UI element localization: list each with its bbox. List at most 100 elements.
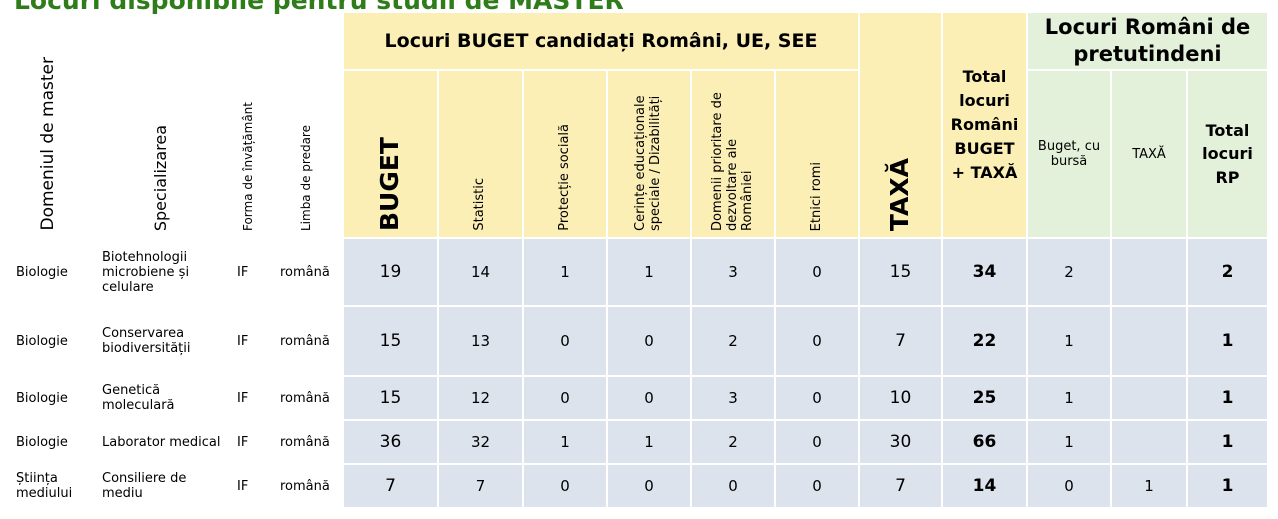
column-header: Total locuri RP [1188, 71, 1267, 237]
text-cell: Biologie [16, 434, 68, 450]
text-cell: Conservarea biodiversității [102, 326, 191, 356]
text-cell: română [280, 434, 330, 450]
number-cell: 0 [692, 465, 774, 507]
column-header-text: Statistic [472, 178, 488, 231]
text-cell: română [280, 478, 330, 494]
number-cell: 0 [776, 307, 858, 375]
number-cell: 3 [692, 239, 774, 305]
header-row: Domeniul de master Specializarea Forma de … [2, 13, 1267, 237]
text-cell: IF [237, 333, 249, 349]
header-row: BUGET Statistic Protecție socială Cerințe e… [2, 71, 1267, 237]
column-header: TAXĂ [1112, 71, 1186, 237]
number-cell: 14 [943, 465, 1026, 507]
number-cell: 7 [860, 465, 941, 507]
column-header: Protecție socială [524, 71, 606, 237]
number-cell: 15 [860, 239, 941, 305]
text-cell: Biotehnologii microbiene și celulare [102, 249, 190, 295]
places-table: Domeniul de master Specializarea Forma de … [0, 11, 1269, 509]
column-header: Total locuri Români BUGET + TAXĂ [943, 13, 1026, 237]
text-cell: Biologie [16, 333, 68, 349]
number-cell: 0 [608, 377, 690, 419]
column-header-text: TAXĂ [885, 157, 915, 231]
column-header: BUGET [344, 71, 437, 237]
text-cell: Biologie [16, 390, 68, 406]
text-cell: IF [237, 390, 249, 406]
number-cell: 7 [344, 465, 437, 507]
page-title: Locuri disponibile pentru studii de MAST… [14, 0, 624, 15]
column-header: Limba de predare [272, 13, 342, 237]
number-cell: 12 [439, 377, 522, 419]
column-header: TAXĂ [860, 13, 941, 237]
column-header-text: Domenii prioritare de dezvoltare ale Rom… [709, 92, 755, 231]
number-cell: 7 [860, 307, 941, 375]
group-header: Locuri Români de pretutindeni [1028, 13, 1267, 69]
number-cell [1112, 421, 1186, 463]
text-cell: Consiliere de mediu [102, 471, 187, 501]
number-cell: 13 [439, 307, 522, 375]
number-cell: 66 [943, 421, 1026, 463]
text-cell: română [280, 333, 330, 349]
column-header: Domeniul de master [2, 13, 95, 237]
number-cell: 0 [776, 465, 858, 507]
number-cell: 0 [608, 465, 690, 507]
number-cell: 1 [1028, 421, 1110, 463]
number-cell: 2 [692, 307, 774, 375]
number-cell: 1 [1188, 421, 1267, 463]
text-cell: IF [237, 434, 249, 450]
number-cell: 0 [776, 377, 858, 419]
text-cell: IF [237, 264, 249, 280]
group-header: Locuri BUGET candidați Români, UE, SEE [344, 13, 858, 69]
number-cell: 10 [860, 377, 941, 419]
data-row: Știința mediului Consiliere de mediu IF rom… [2, 465, 1267, 507]
text-cell: Știința mediului [16, 471, 73, 501]
number-cell: 0 [524, 377, 606, 419]
number-cell: 1 [1188, 377, 1267, 419]
column-header: Specializarea [97, 13, 225, 237]
number-cell: 36 [344, 421, 437, 463]
number-cell: 1 [1028, 307, 1110, 375]
number-cell: 22 [943, 307, 1026, 375]
text-cell: română [280, 264, 330, 280]
number-cell: 1 [1112, 465, 1186, 507]
number-cell: 2 [1188, 239, 1267, 305]
number-cell: 0 [776, 421, 858, 463]
number-cell: 0 [524, 307, 606, 375]
column-header-text: Forma de învățământ [240, 101, 255, 231]
number-cell: 0 [608, 307, 690, 375]
number-cell: 2 [1028, 239, 1110, 305]
text-cell: Biologie [16, 264, 68, 280]
column-header: Buget, cu bursă [1028, 71, 1110, 237]
number-cell: 2 [692, 421, 774, 463]
number-cell: 15 [344, 377, 437, 419]
text-cell: Laborator medical [102, 434, 221, 450]
column-header-text: Cerințe educaționale speciale / Dizabili… [633, 95, 663, 231]
number-cell: 0 [1028, 465, 1110, 507]
number-cell: 32 [439, 421, 522, 463]
data-row: Biologie Biotehnologii microbiene și celu… [2, 239, 1267, 305]
number-cell: 1 [608, 239, 690, 305]
number-cell: 1 [608, 421, 690, 463]
number-cell: 3 [692, 377, 774, 419]
number-cell [1112, 377, 1186, 419]
data-row: Biologie Conservarea biodiversității IF rom… [2, 307, 1267, 375]
column-header: Forma de învățământ [227, 13, 270, 237]
number-cell: 7 [439, 465, 522, 507]
column-header-text: Protecție socială [556, 124, 572, 231]
column-header: Domenii prioritare de dezvoltare ale Rom… [692, 71, 774, 237]
number-cell [1112, 307, 1186, 375]
column-header: Statistic [439, 71, 522, 237]
data-row: Biologie Laborator medical IF română 36 32 1 1 2… [2, 421, 1267, 463]
column-header-text: Domeniul de master [37, 57, 58, 231]
number-cell: 25 [943, 377, 1026, 419]
number-cell [1112, 239, 1186, 305]
number-cell: 0 [776, 239, 858, 305]
number-cell: 1 [1188, 307, 1267, 375]
column-header: Etnici romi [776, 71, 858, 237]
number-cell: 1 [524, 421, 606, 463]
number-cell: 0 [524, 465, 606, 507]
number-cell: 1 [1188, 465, 1267, 507]
text-cell: română [280, 390, 330, 406]
number-cell: 15 [344, 307, 437, 375]
column-header-text: BUGET [375, 136, 405, 231]
